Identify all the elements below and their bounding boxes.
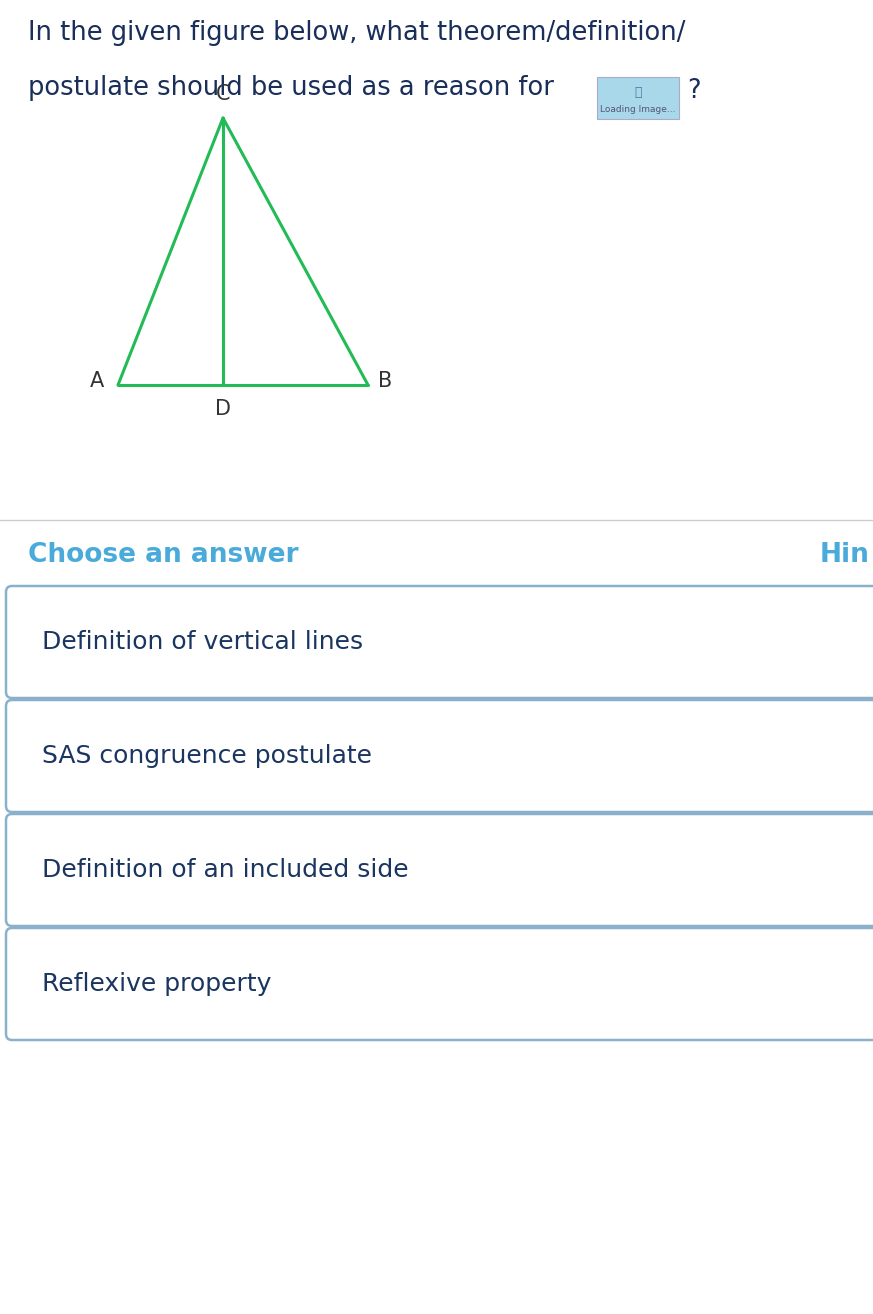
Text: postulate should be used as a reason for: postulate should be used as a reason for — [28, 75, 554, 101]
Text: ?: ? — [687, 78, 700, 104]
Text: Definition of an included side: Definition of an included side — [42, 858, 409, 882]
Text: SAS congruence postulate: SAS congruence postulate — [42, 744, 372, 767]
Text: Loading Image...: Loading Image... — [601, 105, 676, 114]
FancyBboxPatch shape — [6, 928, 873, 1039]
Text: Choose an answer: Choose an answer — [28, 541, 299, 568]
Text: In the given figure below, what theorem/definition/: In the given figure below, what theorem/… — [28, 20, 685, 46]
Text: Definition of vertical lines: Definition of vertical lines — [42, 629, 363, 654]
FancyBboxPatch shape — [597, 78, 679, 120]
Text: B: B — [378, 371, 392, 392]
FancyBboxPatch shape — [6, 586, 873, 698]
Text: Hin: Hin — [819, 541, 869, 568]
Text: Reflexive property: Reflexive property — [42, 972, 272, 996]
Text: D: D — [215, 399, 231, 419]
Text: C: C — [216, 84, 230, 104]
FancyBboxPatch shape — [6, 700, 873, 812]
Text: A: A — [90, 371, 104, 392]
FancyBboxPatch shape — [6, 813, 873, 926]
Text: ⛰: ⛰ — [635, 87, 642, 100]
